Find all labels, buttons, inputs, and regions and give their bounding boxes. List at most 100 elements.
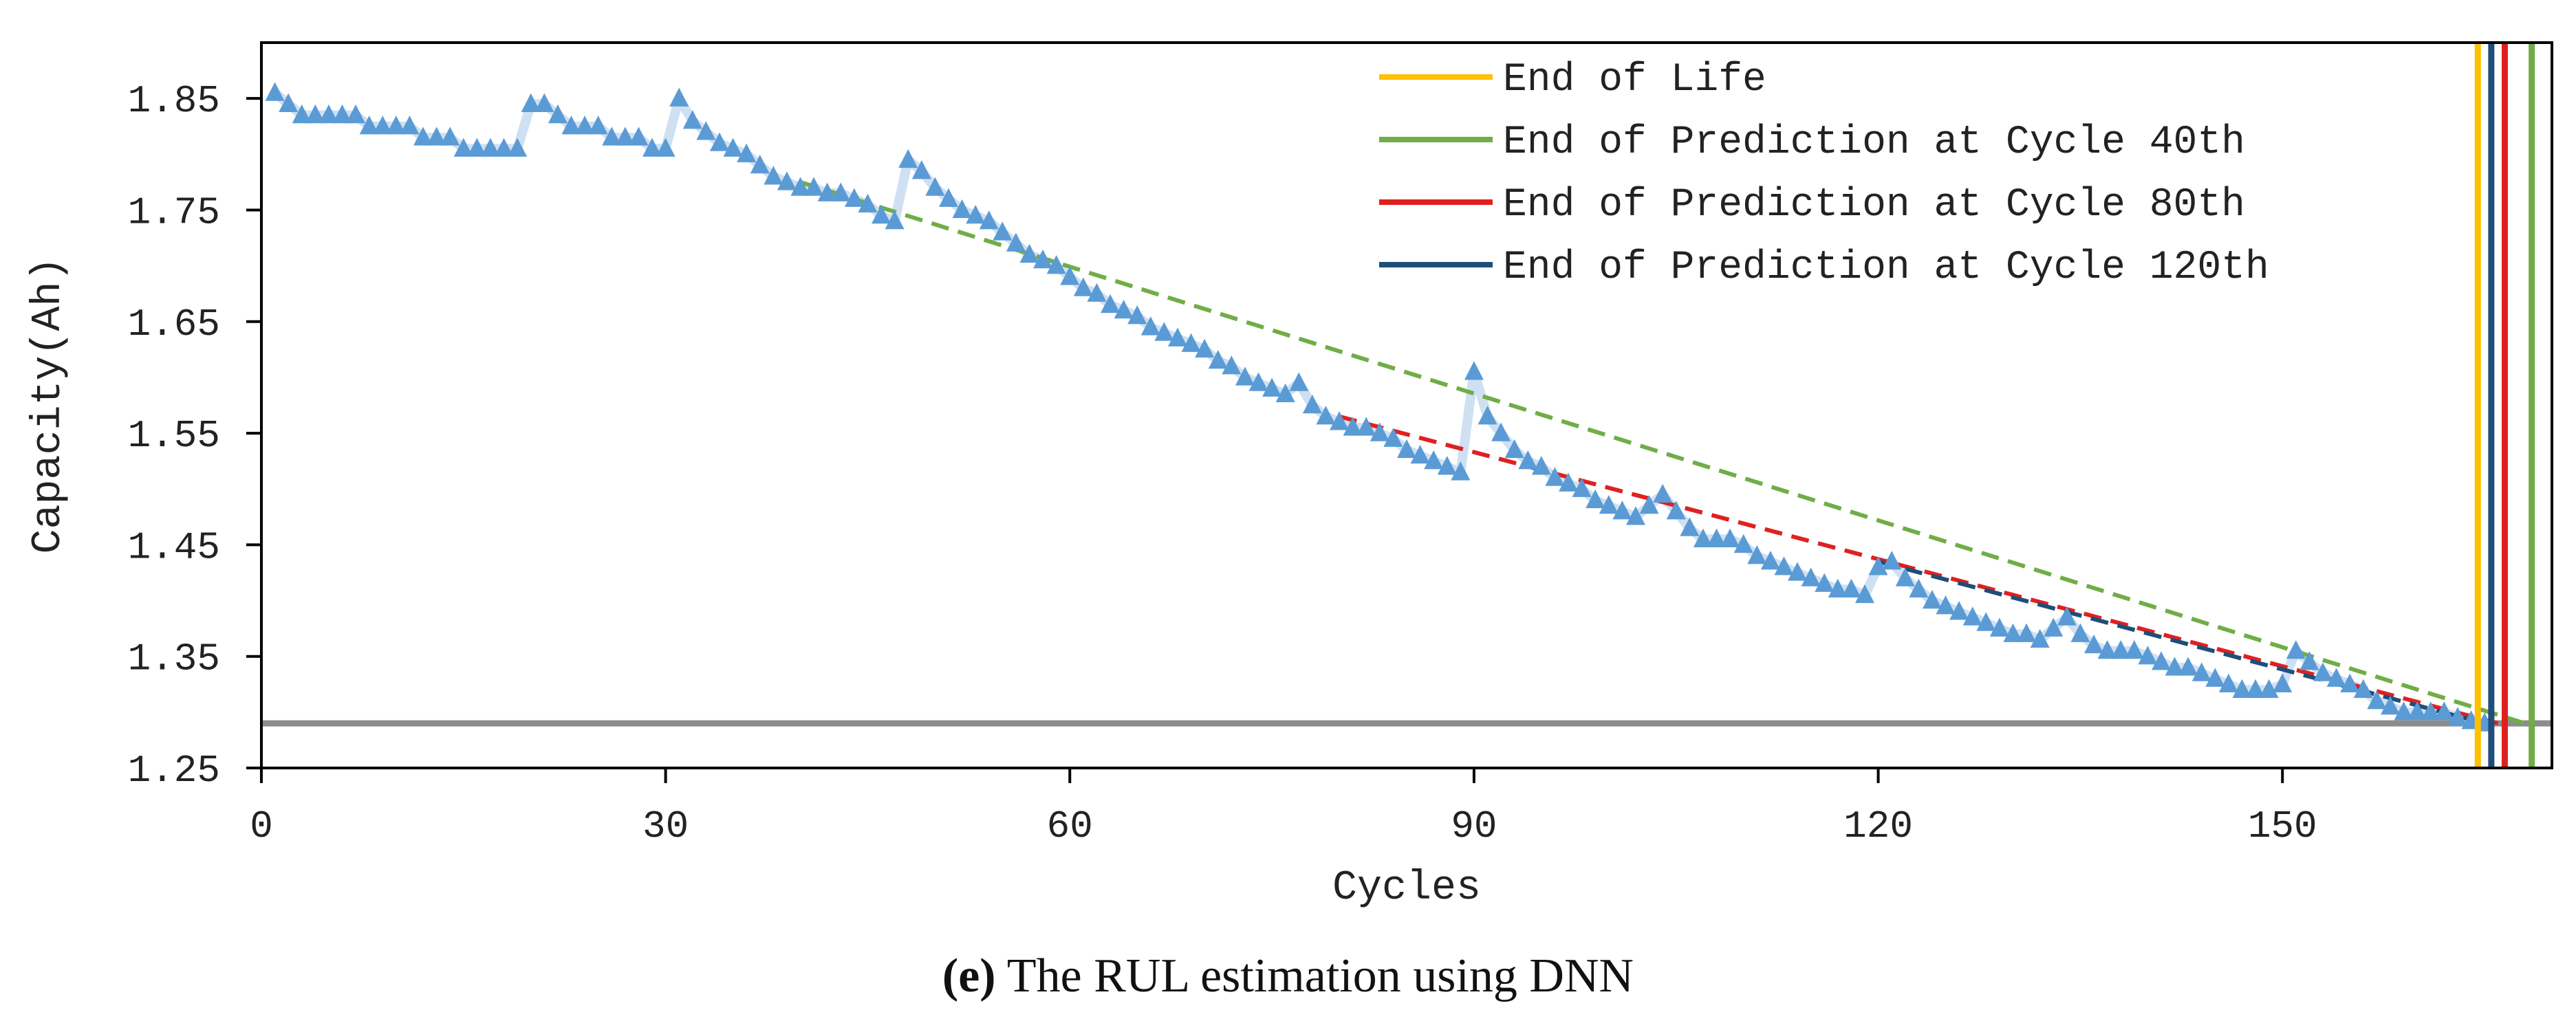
measured-point	[318, 104, 338, 124]
measured-point	[1559, 472, 1579, 492]
measured-point	[1922, 589, 1942, 609]
measured-point	[602, 127, 622, 146]
measured-point	[1788, 562, 1808, 581]
measured-point	[2380, 696, 2400, 715]
measured-point	[885, 210, 905, 230]
measured-point	[1033, 249, 1053, 269]
measured-point	[2340, 673, 2360, 692]
measured-point	[1101, 294, 1121, 314]
measured-point	[1410, 444, 1430, 464]
measured-point	[939, 188, 958, 207]
plot-layer	[261, 43, 2552, 768]
measured-point	[292, 104, 312, 124]
measured-point	[642, 138, 662, 157]
measured-point	[2138, 646, 2158, 665]
measured-point	[305, 104, 325, 124]
measured-point	[1639, 494, 1659, 514]
measured-point	[2084, 634, 2103, 654]
measured-point	[804, 177, 824, 196]
measured-point	[2232, 679, 2252, 699]
x-tick-label: 120	[1843, 804, 1913, 848]
measured-point	[1154, 322, 1174, 341]
measured-point	[2299, 651, 2319, 670]
measured-point	[737, 143, 757, 163]
measured-point	[656, 138, 675, 157]
measured-point	[2151, 651, 2171, 670]
x-tick-label: 150	[2248, 804, 2317, 848]
measured-point	[1693, 528, 1713, 547]
measured-point	[1868, 556, 1888, 575]
y-tick-label: 1.65	[128, 303, 220, 347]
measured-point	[1330, 411, 1350, 430]
x-tick-label: 0	[250, 804, 273, 848]
measured-point	[2421, 701, 2440, 721]
measured-point	[1046, 255, 1066, 274]
measured-point	[1720, 528, 1740, 547]
measured-point	[1531, 456, 1551, 475]
measured-point	[1680, 517, 1700, 536]
measured-point	[1747, 545, 1767, 564]
measured-point	[1073, 277, 1093, 296]
measured-point	[844, 188, 864, 207]
measured-point	[1518, 450, 1538, 470]
y-tick-label: 1.75	[128, 190, 220, 234]
measured-point	[2205, 668, 2225, 687]
measured-point	[1397, 439, 1416, 459]
measured-point	[2030, 628, 2050, 648]
measured-point	[872, 204, 891, 224]
measured-point	[494, 138, 514, 157]
measured-point	[1585, 489, 1605, 509]
measured-point	[1262, 377, 1282, 397]
plot-frame	[260, 41, 2553, 769]
measured-point	[548, 104, 567, 124]
measured-point	[1275, 383, 1295, 402]
measured-point	[1140, 316, 1160, 336]
measured-point	[1774, 556, 1794, 575]
measured-point	[413, 127, 433, 146]
measured-point	[777, 171, 797, 190]
axis-layer: 0 30 60 90 120 150 1.25 1.35 1.45 1.55 1.65 1.75 1.8…	[25, 41, 2553, 912]
measured-point	[1370, 422, 1389, 441]
measured-point	[2273, 673, 2293, 692]
measured-point	[2326, 668, 2346, 687]
measured-point	[1356, 417, 1376, 436]
y-tick-label: 1.55	[128, 414, 220, 458]
measured-point	[790, 177, 810, 196]
measured-point	[386, 116, 406, 135]
measured-point	[1949, 601, 1969, 620]
measured-point	[1545, 467, 1565, 486]
measured-point	[1464, 361, 1484, 380]
measured-point	[1424, 450, 1444, 470]
legend: End of Life End of Prediction at Cycle 40…	[1379, 58, 2269, 290]
measured-point	[1060, 266, 1080, 285]
measured-point	[1666, 501, 1686, 520]
measured-point	[1222, 355, 1242, 375]
measured-point	[1289, 372, 1309, 391]
y-tick-label: 1.25	[128, 749, 220, 793]
measured-point	[2178, 657, 2198, 676]
measured-point	[1195, 338, 1215, 358]
measured-point	[467, 138, 487, 157]
prediction-line-4	[1877, 559, 2485, 725]
measured-point	[2111, 639, 2131, 659]
measured-point	[1815, 573, 1834, 592]
measured-point	[1760, 551, 1780, 570]
measured-point	[1909, 578, 1929, 598]
measured-point	[898, 149, 918, 168]
measured-point	[831, 182, 851, 201]
legend-label-4: End of Prediction at Cycle 120th	[1503, 245, 2269, 290]
measured-point	[952, 199, 972, 219]
measured-point	[1733, 534, 1753, 553]
measured-point	[1437, 456, 1457, 475]
measured-point	[817, 182, 837, 201]
measured-point	[1248, 372, 1268, 391]
caption-text: The RUL estimation using DNN	[995, 949, 1634, 1002]
measured-point	[1451, 461, 1471, 481]
measured-point	[911, 160, 931, 179]
measured-point	[1801, 567, 1821, 586]
measured-point	[346, 104, 366, 124]
measured-point	[332, 104, 352, 124]
x-axis-title: Cycles	[1332, 865, 1481, 912]
measured-point	[2394, 701, 2414, 721]
measured-point	[629, 127, 649, 146]
